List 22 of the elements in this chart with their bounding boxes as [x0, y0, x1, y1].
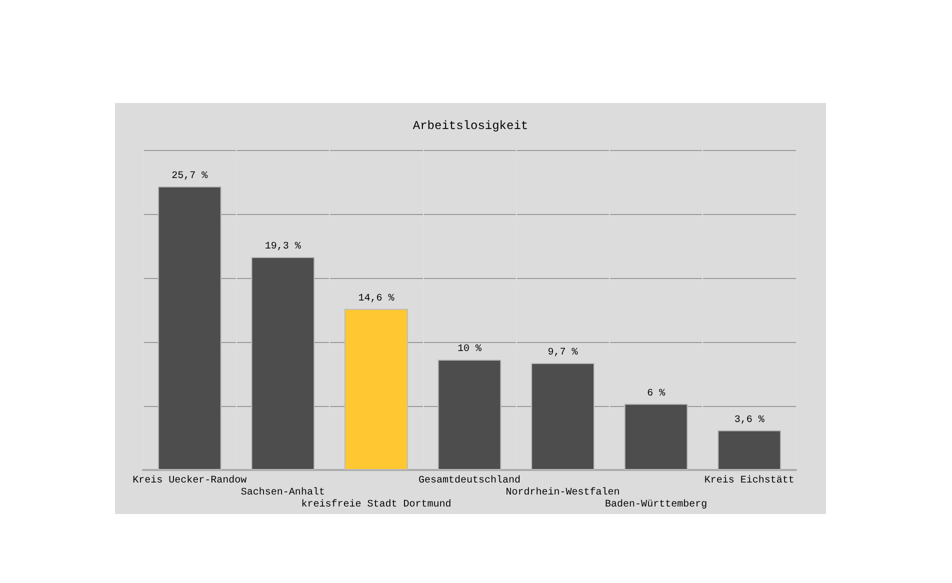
bar	[718, 430, 782, 470]
data-label: 19,3 %	[264, 242, 301, 253]
data-label: 3,6 %	[734, 414, 764, 426]
bar	[344, 308, 408, 470]
x-tick-label: Kreis Uecker-Randow	[132, 474, 247, 486]
data-label: 10 %	[457, 344, 482, 356]
bar	[531, 362, 595, 470]
x-tick-label: Kreis Eichstätt	[704, 474, 794, 486]
x-tick-label: kreisfreie Stadt Dortmund	[301, 498, 452, 510]
data-label: 6 %	[647, 388, 666, 400]
x-tick-label: Sachsen-Anhalt	[240, 486, 325, 498]
x-tick-label: Nordrhein-Westfalen	[506, 486, 620, 498]
x-tick-label: Gesamtdeutschland	[418, 474, 521, 486]
data-label: 25,7 %	[172, 170, 208, 182]
bar	[624, 404, 688, 470]
data-label: 14,6 %	[358, 293, 394, 304]
bar	[438, 360, 502, 470]
bar	[251, 257, 315, 470]
data-label: 9,7 %	[548, 347, 578, 358]
bar	[158, 186, 222, 470]
x-tick-label: Baden-Württemberg	[605, 498, 708, 510]
chart-title: Arbeitslosigkeit	[412, 119, 528, 133]
